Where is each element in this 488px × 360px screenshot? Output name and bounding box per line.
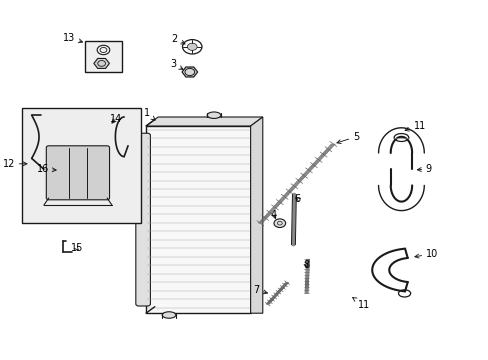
Text: 7: 7 (253, 285, 267, 295)
Text: 3: 3 (170, 59, 183, 69)
Polygon shape (182, 67, 197, 77)
Polygon shape (146, 117, 262, 126)
Polygon shape (94, 58, 109, 68)
Text: 2: 2 (171, 33, 184, 44)
Text: 1: 1 (143, 108, 155, 120)
Text: 4: 4 (270, 210, 277, 220)
Circle shape (187, 43, 197, 50)
Text: 6: 6 (294, 194, 300, 204)
Text: 16: 16 (37, 164, 56, 174)
Text: 11: 11 (352, 298, 369, 310)
Polygon shape (250, 117, 262, 313)
Text: 5: 5 (336, 132, 358, 144)
Text: 8: 8 (303, 260, 308, 270)
Text: 15: 15 (70, 243, 83, 253)
Bar (146, 126, 250, 313)
Bar (22, 108, 141, 223)
Text: 12: 12 (3, 159, 27, 169)
Text: 11: 11 (404, 121, 425, 131)
FancyBboxPatch shape (136, 133, 150, 306)
Bar (85, 41, 122, 72)
Ellipse shape (162, 312, 176, 318)
Text: 14: 14 (109, 114, 122, 124)
FancyBboxPatch shape (46, 146, 109, 200)
Text: 13: 13 (63, 33, 82, 43)
Ellipse shape (207, 112, 221, 118)
Text: 10: 10 (414, 249, 437, 259)
Text: 9: 9 (417, 164, 431, 174)
Circle shape (273, 219, 285, 228)
